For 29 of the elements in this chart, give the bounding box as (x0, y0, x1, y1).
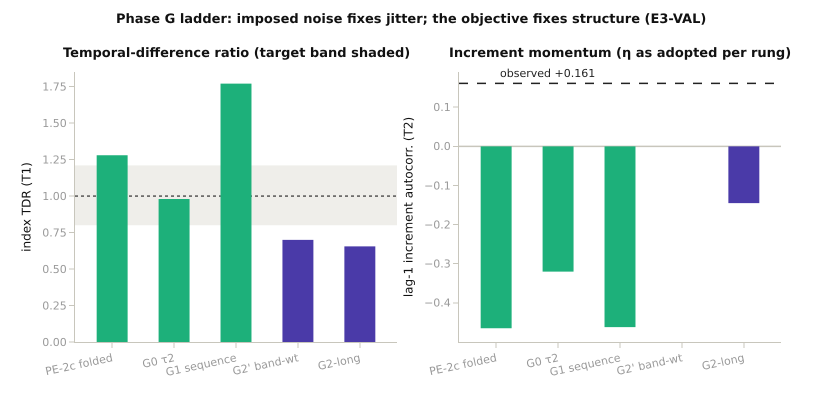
y-tick-label: 0.50 (42, 262, 67, 276)
y-tick-label: −0.2 (424, 218, 451, 232)
x-tick-label: PE-2c folded (428, 351, 498, 378)
y-tick-label: 0.75 (42, 226, 67, 240)
bar (158, 198, 190, 342)
y-tick-label: −0.1 (424, 179, 451, 192)
y-tick-label: 0.00 (42, 336, 67, 349)
y-tick-label: 1.25 (42, 153, 67, 166)
y-tick-label: −0.3 (424, 258, 451, 271)
x-tick-label: PE-2c folded (44, 351, 114, 378)
y-axis-title: lag-1 increment autocorr. (T2) (401, 116, 416, 298)
text: Phase G ladder: imposed noise fixes jitter; the objective fixes structure (E3-VAL) (116, 12, 706, 27)
y-tick-label: −0.4 (424, 296, 451, 310)
x-tick-label: G2-long (316, 351, 362, 374)
y-axis-title: index TDR (T1) (20, 162, 34, 252)
y-tick-label: 1.75 (42, 80, 67, 94)
ref-line-label: observed +0.161 (500, 67, 596, 80)
x-tick-label: G2-long (700, 351, 746, 374)
bar (344, 246, 376, 342)
y-tick-label: 1.50 (42, 116, 67, 130)
bar (220, 84, 252, 342)
chart-title: Temporal-difference ratio (target band shaded) (63, 46, 410, 61)
bar (96, 155, 128, 342)
y-tick-label: 0.1 (433, 101, 451, 114)
y-tick-label: 0.25 (42, 299, 67, 312)
bar (282, 240, 314, 342)
y-tick-label: 0.0 (433, 140, 451, 154)
chart-title: Increment momentum (η as adopted per rung) (449, 46, 792, 61)
y-tick-label: 1.00 (42, 190, 67, 203)
